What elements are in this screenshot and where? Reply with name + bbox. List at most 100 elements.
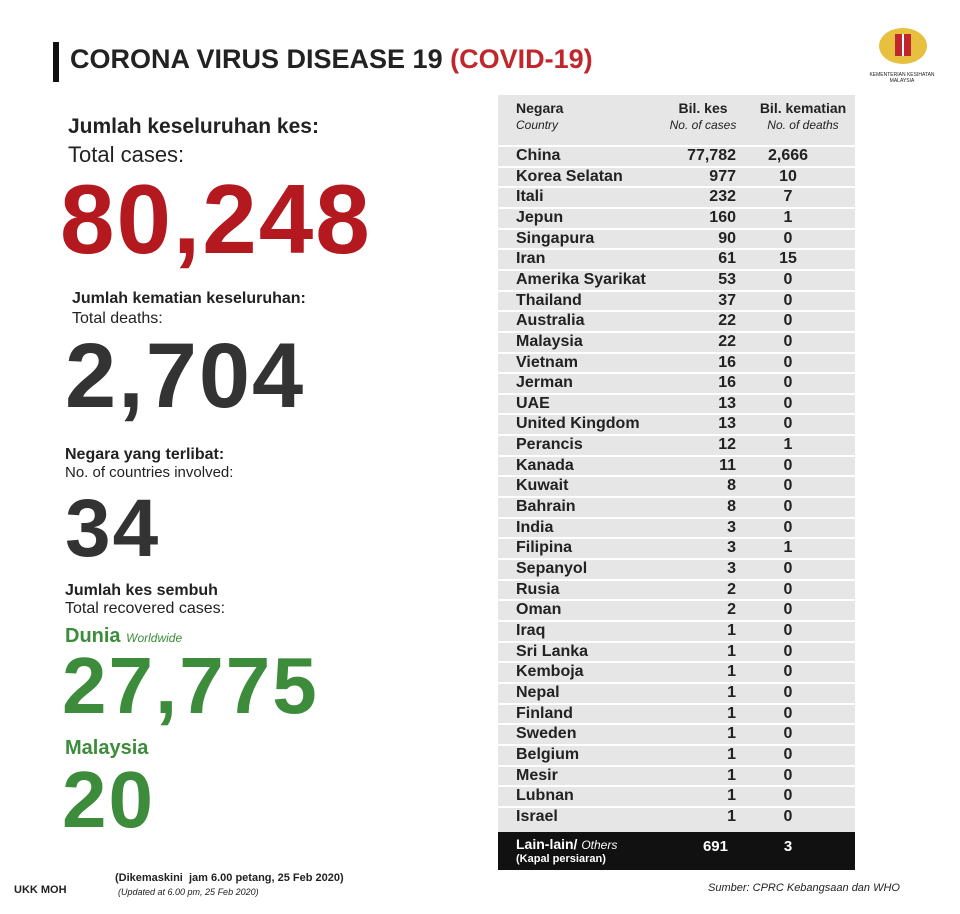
footer-left: UKK MOH [14,884,67,896]
country: Sri Lanka [516,642,589,660]
cases: 3 [727,560,736,577]
table-row: Jepun 160 1 [498,206,855,228]
table-row: Itali 232 7 [498,186,855,207]
table-row: Belgium 1 0 [498,743,855,765]
country: Iraq [516,621,546,639]
cases: 8 [727,477,736,495]
title-highlight: (COVID-19) [450,44,593,74]
label: Jumlah keseluruhan kes: [68,115,319,138]
country: Kemboja [516,663,584,681]
cases: 1 [727,642,736,660]
table-row: Lubnan 1 0 [498,785,855,806]
country: Belgium [516,745,580,763]
cases: 1 [727,704,736,722]
title: CORONA VIRUS DISEASE 19 (COVID-19) [70,44,593,75]
table-row: Mesir 1 0 [498,764,855,786]
cases: 3 [727,539,736,557]
country: Bahrain [516,498,576,516]
cases: 3 [727,518,736,536]
deaths: 0 [783,663,793,681]
cases: 1 [727,745,736,763]
table-row: Sri Lanka 1 0 [498,640,855,662]
table-row: Rusia 2 0 [498,578,855,600]
big-number: 20 [62,755,155,844]
big-number: 27,775 [62,641,319,730]
country: Nepal [516,683,560,701]
table-row: Kuwait 8 0 [498,475,855,496]
deaths: 1 [783,436,793,454]
cases: 160 [709,208,736,226]
cases: 22 [718,312,736,330]
deaths: 0 [783,518,793,536]
country: Jerman [516,374,573,392]
cases: 22 [718,332,736,350]
cases: 1 [727,663,736,681]
country: Amerika Syarikat [516,270,646,288]
deaths: 0 [783,766,793,784]
deaths: 0 [783,270,793,288]
title-bar [53,42,59,82]
deaths: 0 [783,456,793,474]
cases: 1 [727,766,736,784]
country: Sepanyol [516,560,588,577]
country: United Kingdom [516,415,640,433]
cases: 13 [718,415,736,433]
label: Total deaths: [72,310,163,327]
table-row: Kanada 11 0 [498,454,855,476]
label: Jumlah kes sembuh [65,582,218,599]
big-number: 34 [65,483,161,574]
cases: 2 [727,580,736,598]
cases: 8 [727,498,736,516]
country: Rusia [516,580,560,598]
deaths: 0 [783,787,793,805]
others-row: Lain-lain/ Others (Kapal persiaran) 691 3 [498,832,855,870]
column-header: Negara [516,100,564,116]
deaths: 7 [783,188,793,206]
cases: 16 [718,353,736,371]
cases: 13 [718,394,736,412]
deaths: 0 [783,642,793,660]
country: Malaysia [516,332,583,350]
deaths: 0 [783,332,793,350]
title-text: CORONA VIRUS DISEASE 19 [70,44,443,74]
cases: 11 [719,456,736,474]
big-number: 2,704 [65,325,306,427]
deaths: 0 [783,745,793,763]
cases: 1 [727,807,736,825]
country: China [516,147,561,164]
country: India [516,518,554,536]
table-row: Sweden 1 0 [498,723,855,744]
others-label-en: Others [581,838,618,852]
deaths: 0 [783,725,793,743]
logo [879,28,927,64]
cases: 1 [727,621,736,639]
big-number: 80,248 [60,164,372,274]
country: Filipina [516,539,572,557]
column-header-en: No. of cases [669,118,737,132]
cases: 1 [727,787,736,805]
table-row: Amerika Syarikat 53 0 [498,268,855,290]
table-row: Thailand 37 0 [498,289,855,311]
table-row: Australia 22 0 [498,310,855,331]
table-row: Jerman 16 0 [498,372,855,393]
table-row: Malaysia 22 0 [498,330,855,352]
column-header-en: Country [516,118,559,132]
label: Jumlah kematian keseluruhan: [72,290,306,307]
footer-updated: (Updated at 6.00 pm, 25 Feb 2020) [118,887,259,897]
country: Israel [516,807,558,825]
others-label: Lain-lain/ Others [516,836,617,852]
footer-updated: (Dikemaskini jam 6.00 petang, 25 Feb 202… [115,872,344,884]
country: UAE [516,394,550,412]
country: Sweden [516,725,577,743]
country: Itali [516,188,544,206]
deaths: 0 [783,621,793,639]
deaths: 0 [783,580,793,598]
country: Kuwait [516,477,569,495]
table-row: India 3 0 [498,516,855,538]
cases: 1 [727,725,736,743]
table-row: Oman 2 0 [498,599,855,620]
country: Kanada [516,456,574,474]
country: Finland [516,704,573,722]
country: Korea Selatan [516,167,623,185]
column-header: Bil. kematian [759,100,847,116]
